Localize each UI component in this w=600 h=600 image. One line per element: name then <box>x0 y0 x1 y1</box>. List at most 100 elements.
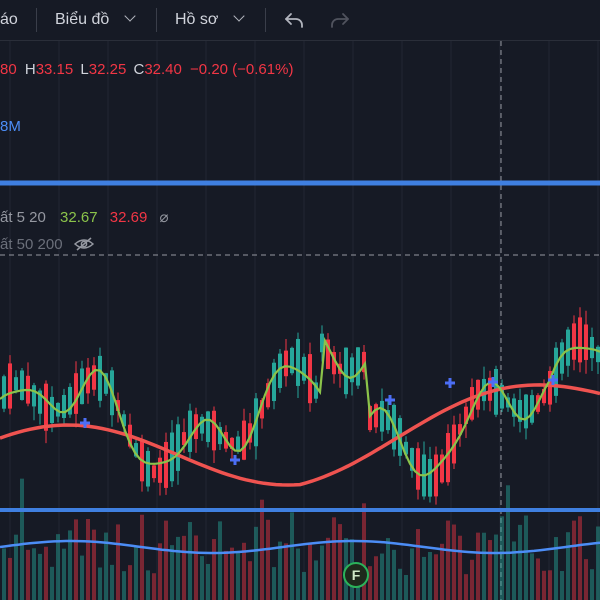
volume-bar <box>50 566 54 600</box>
ma-legend[interactable]: ất 5 20 32.67 32.69 ⌀ <box>0 208 169 226</box>
candle-body <box>548 370 552 405</box>
volume-bar <box>374 556 378 600</box>
candle-body <box>512 398 516 417</box>
volume-bar <box>500 516 504 600</box>
volume-bar <box>224 550 228 600</box>
volume-bar <box>512 541 516 600</box>
volume-bar <box>98 567 102 600</box>
volume-bar <box>92 529 96 600</box>
candle-body <box>284 350 288 377</box>
volume-bar <box>434 554 438 600</box>
volume-bar <box>26 549 30 600</box>
volume-bar <box>212 539 216 600</box>
candle-body <box>368 405 372 431</box>
volume-bar <box>578 516 582 600</box>
candle-body <box>482 378 486 402</box>
volume-bar <box>488 540 492 600</box>
volume-bar <box>104 532 108 600</box>
volume-bar <box>482 532 486 600</box>
volume-bar <box>560 571 564 600</box>
candle-body <box>416 448 420 490</box>
volume-bar <box>440 543 444 600</box>
candle-body <box>218 426 222 445</box>
volume-bar <box>164 520 168 600</box>
candle-body <box>320 333 324 353</box>
volume-bar <box>146 570 150 600</box>
volume-bar <box>128 565 132 600</box>
volume-bar <box>140 514 144 600</box>
volume-bar <box>428 551 432 600</box>
ma-legend-2[interactable]: ất 50 200 <box>0 236 95 253</box>
candle-body <box>44 383 48 431</box>
ma-legend-2-name: ất 50 200 <box>0 236 63 253</box>
candle-body <box>578 317 582 363</box>
candle-body <box>212 410 216 451</box>
volume-bar <box>44 546 48 600</box>
volume-bar <box>242 542 246 600</box>
redo-icon[interactable] <box>328 8 352 32</box>
candle-body <box>374 404 378 428</box>
candle-body <box>116 400 120 411</box>
chart-menu[interactable]: Biểu đồ <box>55 0 136 40</box>
volume-bar <box>494 534 498 600</box>
candle-body <box>50 396 54 423</box>
candle-body <box>176 424 180 471</box>
volume-bar <box>254 526 258 600</box>
candle-body <box>404 441 408 455</box>
volume-bar <box>506 485 510 600</box>
candle-body <box>326 339 330 369</box>
volume-bar <box>332 517 336 600</box>
eye-hidden-icon[interactable] <box>73 236 95 252</box>
volume-bar <box>122 571 126 600</box>
toolbar-divider <box>36 8 37 32</box>
cross-marker-icon <box>445 378 455 388</box>
volume-bar <box>530 553 534 600</box>
volume-label: 8M <box>0 118 21 135</box>
candle-body <box>572 323 576 360</box>
candle-body <box>356 347 360 386</box>
candle-body <box>314 382 318 399</box>
volume-bar <box>230 547 234 600</box>
low-value: 32.25 <box>88 61 127 78</box>
ohlc-legend: 80 H33.15 L32.25 C32.40 −0.20 (−0.61%) <box>0 61 293 78</box>
volume-bar <box>110 564 114 600</box>
candle-body <box>278 353 282 389</box>
volume-bar <box>74 519 78 600</box>
volume-bar <box>362 503 366 600</box>
candle-body <box>260 400 264 419</box>
candle-body <box>566 329 570 366</box>
alerts-menu[interactable]: áo <box>0 11 18 28</box>
candle-body <box>146 450 150 487</box>
event-badge[interactable]: F <box>343 562 369 588</box>
volume-bar <box>68 530 72 600</box>
cross-marker-icon <box>80 418 90 428</box>
volume-bar <box>422 556 426 600</box>
volume-bar <box>590 569 594 600</box>
volume-bar <box>470 559 474 600</box>
volume-bar <box>308 542 312 600</box>
volume-bar <box>20 478 24 600</box>
candle-body <box>458 424 462 435</box>
candle-body <box>248 423 252 443</box>
undo-icon[interactable] <box>282 8 306 32</box>
candle-body <box>206 411 210 442</box>
candle-body <box>434 454 438 497</box>
volume-bar <box>476 532 480 600</box>
volume-bar <box>404 574 408 600</box>
candle-body <box>194 414 198 440</box>
candle-body <box>596 346 600 363</box>
candle-body <box>32 385 36 407</box>
candle-body <box>500 384 504 409</box>
profile-menu[interactable]: Hồ sơ <box>175 0 245 40</box>
candle-body <box>530 395 534 423</box>
volume-bar <box>14 534 18 600</box>
volume-bar <box>296 548 300 600</box>
volume-bar <box>56 534 60 600</box>
volume-bar <box>536 558 540 600</box>
volume-bar <box>284 543 288 600</box>
volume-bar <box>266 519 270 600</box>
volume-bar <box>218 521 222 600</box>
volume-bar <box>542 570 546 600</box>
candle-body <box>470 387 474 420</box>
